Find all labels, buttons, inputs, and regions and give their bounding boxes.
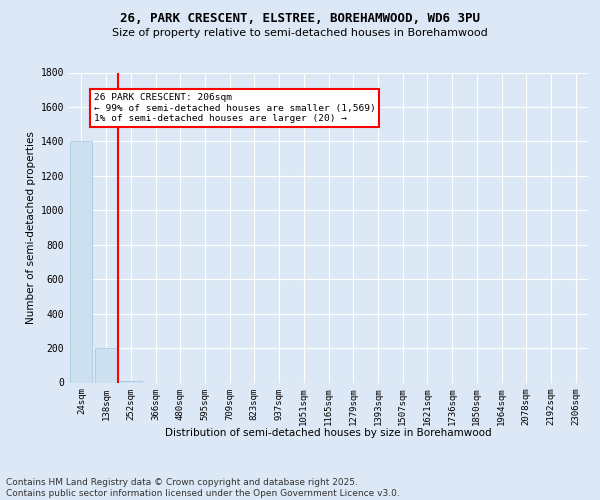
Bar [95, 348, 117, 382]
Bar [119, 381, 142, 382]
Text: Size of property relative to semi-detached houses in Borehamwood: Size of property relative to semi-detach… [112, 28, 488, 38]
X-axis label: Distribution of semi-detached houses by size in Borehamwood: Distribution of semi-detached houses by … [165, 428, 492, 438]
Bar [70, 142, 92, 382]
Text: 26 PARK CRESCENT: 206sqm
← 99% of semi-detached houses are smaller (1,569)
1% of: 26 PARK CRESCENT: 206sqm ← 99% of semi-d… [94, 93, 376, 123]
Text: 26, PARK CRESCENT, ELSTREE, BOREHAMWOOD, WD6 3PU: 26, PARK CRESCENT, ELSTREE, BOREHAMWOOD,… [120, 12, 480, 26]
Y-axis label: Number of semi-detached properties: Number of semi-detached properties [26, 131, 37, 324]
Text: Contains HM Land Registry data © Crown copyright and database right 2025.
Contai: Contains HM Land Registry data © Crown c… [6, 478, 400, 498]
